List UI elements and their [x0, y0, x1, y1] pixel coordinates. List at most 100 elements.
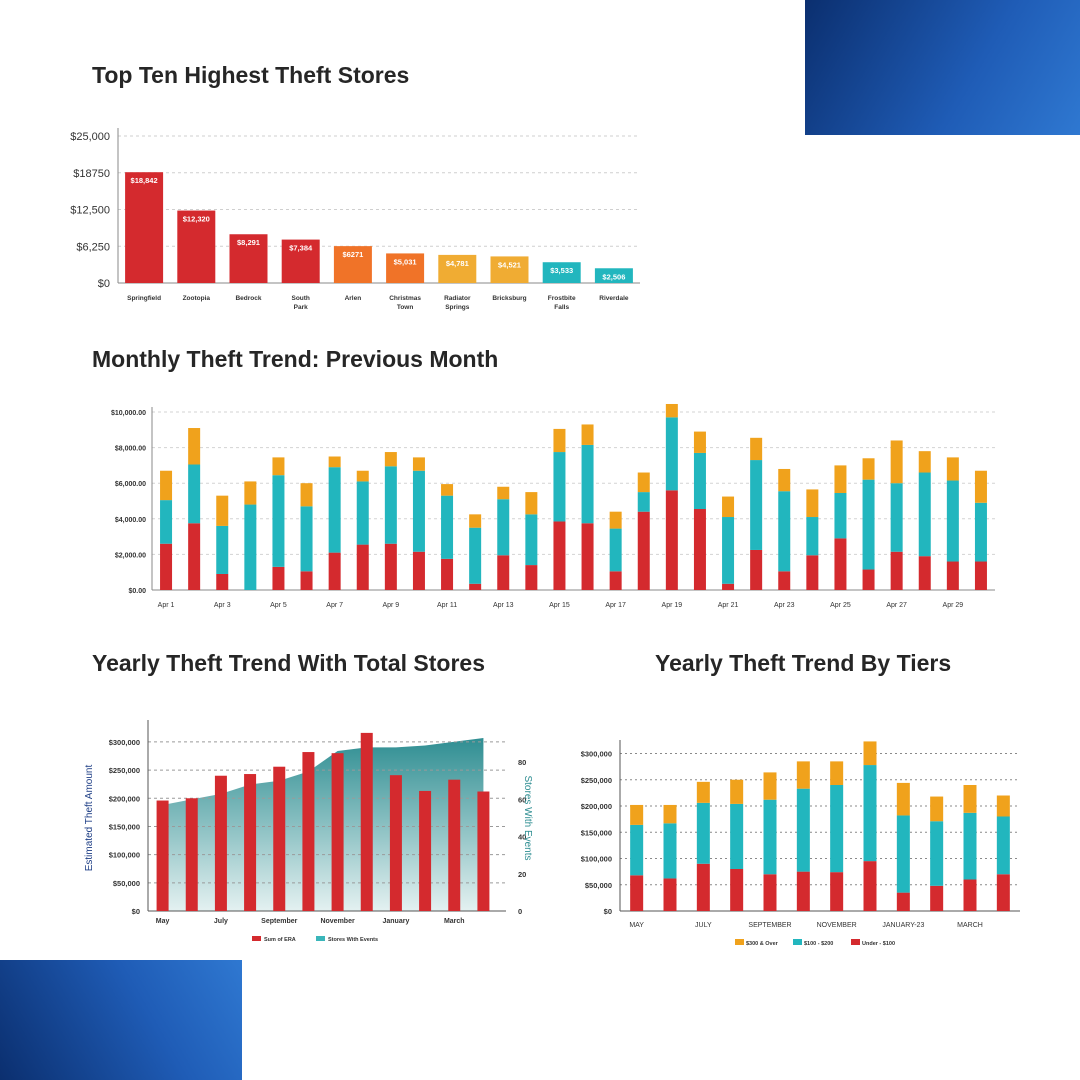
bar-segment	[750, 549, 763, 590]
bar-segment	[722, 517, 735, 584]
bar-segment	[963, 879, 977, 911]
bar-segment	[272, 475, 285, 567]
bar-segment	[553, 452, 566, 522]
bar	[177, 210, 216, 283]
bar-segment	[730, 779, 744, 804]
bar-segment	[188, 464, 201, 524]
bar-segment	[216, 525, 229, 574]
y-tick-label: $2,000.00	[115, 552, 146, 559]
x-tick-label: Apr 7	[326, 602, 343, 609]
x-tick-label: NOVEMBER	[817, 922, 857, 929]
bar	[490, 256, 529, 283]
bar-segment	[750, 437, 763, 461]
bar-segment	[441, 484, 454, 496]
bar-segment	[974, 502, 987, 562]
bar-segment	[930, 885, 944, 911]
top-ten-bar-chart: $0 $6,250 $12,500 $18750 $25,000 $18,842 Sprin…	[70, 128, 640, 311]
bar-segment	[696, 863, 710, 911]
data-label: $2,506	[602, 272, 625, 281]
x-tick-label: Apr 29	[943, 602, 964, 609]
x-tick-label: Apr 5	[270, 602, 287, 609]
bar-segment	[384, 466, 397, 544]
stores-area	[162, 738, 484, 911]
legend-label: Under - $100	[862, 941, 895, 947]
y-tick-label: $0.00	[128, 588, 146, 595]
data-label: $18,842	[131, 176, 158, 185]
bar	[477, 791, 490, 911]
y2-tick-label: 80	[518, 758, 526, 767]
bar-segment	[996, 795, 1010, 817]
bar-segment	[328, 467, 341, 553]
bar-segment	[525, 492, 538, 515]
bar-segment	[918, 451, 931, 473]
bar-segment	[890, 551, 903, 590]
y-tick-label: $250,000	[581, 776, 612, 785]
bar-segment	[581, 444, 594, 524]
bar-segment	[896, 815, 910, 893]
bar	[360, 732, 373, 911]
x-tick-label: Apr 3	[214, 602, 231, 609]
bar-segment	[693, 431, 706, 453]
bar-segment	[581, 424, 594, 445]
bar-segment	[863, 861, 877, 911]
x-tick-label: Bricksburg	[492, 295, 526, 302]
x-tick-label: Apr 19	[662, 602, 683, 609]
x-tick-label: July	[214, 918, 228, 925]
bar-segment	[806, 555, 819, 590]
bar-segment	[863, 765, 877, 862]
y-tick-label: $50,000	[113, 879, 140, 888]
bar-segment	[160, 500, 173, 544]
legend-label: $100 - $200	[804, 941, 833, 947]
bar-segment	[272, 457, 285, 476]
data-label: $4,521	[498, 260, 521, 269]
bar-segment	[974, 561, 987, 590]
bar-segment	[730, 803, 744, 869]
bar-segment	[806, 517, 819, 556]
bar-segment	[469, 514, 482, 528]
top-ten-title: Top Ten Highest Theft Stores	[92, 62, 410, 88]
bar-segment	[918, 472, 931, 557]
bar	[333, 246, 372, 283]
x-tick-label: Riverdale	[599, 295, 629, 302]
data-label: $3,533	[550, 266, 573, 275]
bar-segment	[665, 403, 678, 418]
bar-segment	[637, 511, 650, 590]
bar	[594, 268, 633, 283]
bar-segment	[356, 481, 369, 545]
x-tick-label: September	[261, 918, 297, 925]
x-tick-label: MARCH	[957, 922, 983, 929]
bar-segment	[384, 452, 397, 467]
bar-segment	[996, 874, 1010, 911]
bar-segment	[830, 872, 844, 911]
x-tick-label: Apr 11	[437, 602, 457, 609]
bar-segment	[609, 511, 622, 529]
bar-segment	[730, 869, 744, 911]
bar-segment	[896, 892, 910, 911]
y2-axis-label: Stores With Events	[522, 775, 533, 860]
bar-segment	[834, 538, 847, 590]
bar-segment	[834, 465, 847, 493]
bar-segment	[693, 452, 706, 510]
x-tick-label: Apr 1	[158, 602, 175, 609]
bar-segment	[160, 543, 173, 590]
y-tick-label: $100,000	[109, 851, 140, 860]
y-tick-label: $150,000	[109, 822, 140, 831]
bar-segment	[412, 470, 425, 552]
bar-segment	[763, 799, 777, 875]
y-tick-label: $6,000.00	[115, 481, 146, 488]
bar-segment	[412, 551, 425, 590]
yearly-total-title: Yearly Theft Trend With Total Stores	[92, 650, 485, 676]
data-label: $4,781	[446, 259, 469, 268]
bar	[281, 239, 320, 283]
bar-segment	[630, 875, 644, 911]
bar	[273, 766, 286, 911]
bar-segment	[974, 470, 987, 503]
bar-segment	[497, 499, 510, 556]
bar	[386, 253, 425, 283]
y-tick-label: $0	[604, 907, 612, 916]
x-tick-label: Falls	[554, 304, 569, 311]
legend-label: $300 & Over	[746, 941, 779, 947]
bar	[448, 779, 461, 911]
x-tick-label: South	[291, 295, 309, 302]
y-tick-label: $8,000.00	[115, 446, 146, 453]
